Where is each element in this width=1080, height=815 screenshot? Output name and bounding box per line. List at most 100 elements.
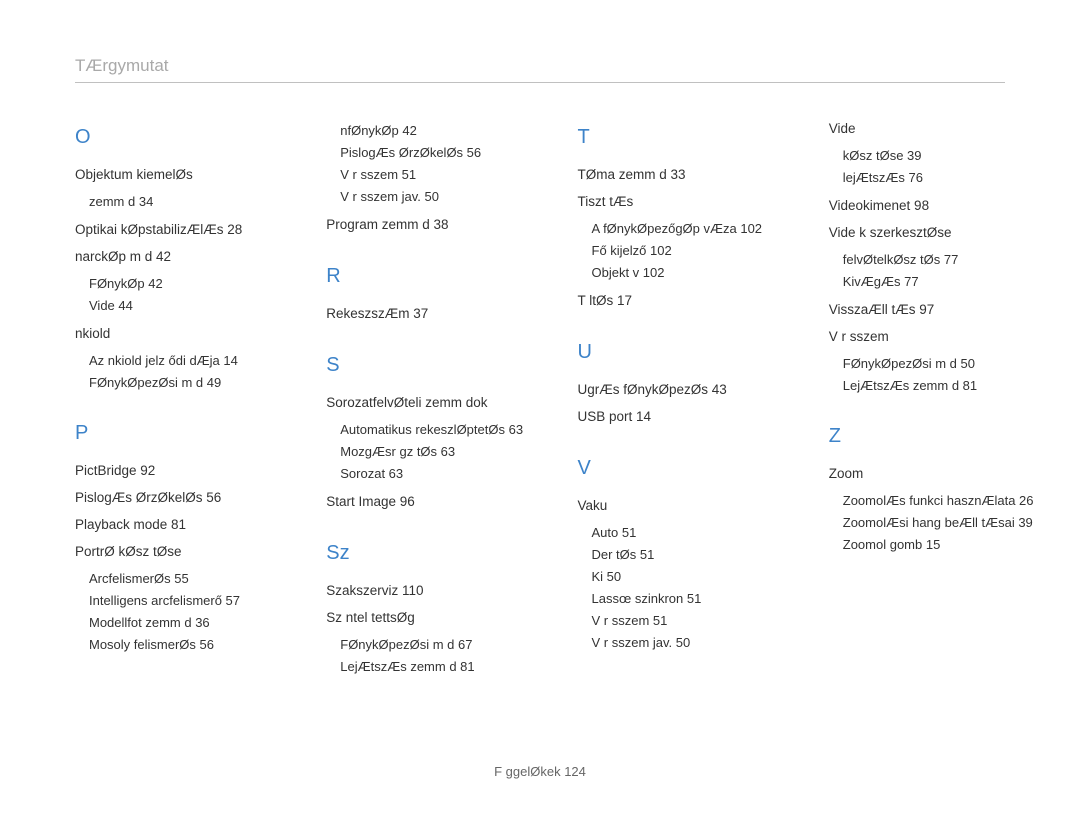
sub-item: Az nkiold jelz ődi dÆja 14 (89, 350, 286, 372)
index-column: nfØnykØp 42PislogÆs ØrzØkelØs 56V r ssze… (326, 110, 537, 684)
sub-item: nfØnykØp 42 (340, 120, 537, 142)
sub-list: Az nkiold jelz ődi dÆja 14FØnykØpezØsi m… (75, 350, 286, 394)
index-entry: Szakszerviz 110 (326, 580, 537, 603)
section-letter: Sz (326, 536, 537, 570)
entry-title: T ltØs 17 (578, 293, 633, 308)
section-letter: U (578, 335, 789, 369)
entry-title: Szakszerviz 110 (326, 583, 423, 598)
sub-item: Objekt v 102 (592, 262, 789, 284)
entry-title: Videokimenet 98 (829, 198, 929, 213)
entry-title: TØma zemm d 33 (578, 167, 686, 182)
entry-title: Objektum kiemelØs (75, 167, 193, 182)
sub-item: PislogÆs ØrzØkelØs 56 (340, 142, 537, 164)
index-entry: Vide k szerkesztØse (829, 222, 1040, 245)
sub-item: V r sszem 51 (340, 164, 537, 186)
entry-title: Vide k szerkesztØse (829, 225, 952, 240)
sub-list: nfØnykØp 42PislogÆs ØrzØkelØs 56V r ssze… (326, 120, 537, 208)
index-entry: Vaku (578, 495, 789, 518)
index-column: O Objektum kiemelØs zemm d 34 Optikai kØpst… (75, 110, 286, 684)
entry-title: Zoom (829, 466, 864, 481)
entry-title: narckØp m d 42 (75, 249, 171, 264)
page-footer: F ggelØkek 124 (0, 764, 1080, 779)
index-column: Vide kØsz tØse 39lejÆtszÆs 76 Videokimenet… (829, 110, 1040, 684)
entry-title: USB port 14 (578, 409, 652, 424)
sub-item: kØsz tØse 39 (843, 145, 1040, 167)
section-letter: V (578, 451, 789, 485)
index-entry: Objektum kiemelØs (75, 164, 286, 187)
section-letter: T (578, 120, 789, 154)
index-entry: TØma zemm d 33 (578, 164, 789, 187)
sub-item: FØnykØp 42 (89, 273, 286, 295)
sub-item: Modellfot zemm d 36 (89, 612, 286, 634)
index-entry: PislogÆs ØrzØkelØs 56 (75, 487, 286, 510)
index-entry: VisszaÆll tÆs 97 (829, 299, 1040, 322)
sub-item: Mosoly felismerØs 56 (89, 634, 286, 656)
index-entry: Sz ntel tettsØg (326, 607, 537, 630)
sub-item: lejÆtszÆs 76 (843, 167, 1040, 189)
sub-list: ArcfelismerØs 55Intelligens arcfelismerő… (75, 568, 286, 656)
index-entry: Program zemm d 38 (326, 214, 537, 237)
sub-list: FØnykØpezØsi m d 67LejÆtszÆs zemm d 81 (326, 634, 537, 678)
index-entry: Videokimenet 98 (829, 195, 1040, 218)
entry-title: PortrØ kØsz tØse (75, 544, 182, 559)
index-entry: RekeszszÆm 37 (326, 303, 537, 326)
sub-item: zemm d 34 (89, 191, 286, 213)
sub-item: FØnykØpezØsi m d 50 (843, 353, 1040, 375)
sub-item: ZoomolÆs funkci hasznÆlata 26 (843, 490, 1040, 512)
sub-item: ZoomolÆsi hang beÆll tÆsai 39 (843, 512, 1040, 534)
sub-list: FØnykØp 42Vide 44 (75, 273, 286, 317)
sub-item: Der tØs 51 (592, 544, 789, 566)
index-entry: narckØp m d 42 (75, 246, 286, 269)
sub-item: Zoomol gomb 15 (843, 534, 1040, 556)
index-entry: Zoom (829, 463, 1040, 486)
page-header: TÆrgymutat (75, 56, 1005, 83)
sub-item: Automatikus rekeszlØptetØs 63 (340, 419, 537, 441)
entry-title: RekeszszÆm 37 (326, 306, 428, 321)
entry-title: VisszaÆll tÆs 97 (829, 302, 935, 317)
entry-title: UgrÆs fØnykØpezØs 43 (578, 382, 727, 397)
index-entry: Vide (829, 118, 1040, 141)
entry-title: Sz ntel tettsØg (326, 610, 415, 625)
entry-title: PislogÆs ØrzØkelØs 56 (75, 490, 221, 505)
entry-title: Vide (829, 121, 856, 136)
sub-item: felvØtelkØsz tØs 77 (843, 249, 1040, 271)
sub-item: Lassœ szinkron 51 (592, 588, 789, 610)
sub-list: kØsz tØse 39lejÆtszÆs 76 (829, 145, 1040, 189)
sub-item: Sorozat 63 (340, 463, 537, 485)
section-letter: S (326, 348, 537, 382)
sub-item: LejÆtszÆs zemm d 81 (340, 656, 537, 678)
index-entry: Playback mode 81 (75, 514, 286, 537)
sub-item: ArcfelismerØs 55 (89, 568, 286, 590)
entry-title: Optikai kØpstabilizÆlÆs 28 (75, 222, 242, 237)
index-column: T TØma zemm d 33 Tiszt tÆs A fØnykØpezőgØp … (578, 110, 789, 684)
sub-item: Ki 50 (592, 566, 789, 588)
entry-title: PictBridge 92 (75, 463, 155, 478)
sub-item: Intelligens arcfelismerő 57 (89, 590, 286, 612)
entry-title: nkiold (75, 326, 110, 341)
sub-list: Automatikus rekeszlØptetØs 63MozgÆsr gz … (326, 419, 537, 485)
entry-title: Tiszt tÆs (578, 194, 634, 209)
entry-title: Start Image 96 (326, 494, 415, 509)
index-columns: O Objektum kiemelØs zemm d 34 Optikai kØpst… (75, 110, 1040, 684)
sub-item: LejÆtszÆs zemm d 81 (843, 375, 1040, 397)
index-entry: UgrÆs fØnykØpezØs 43 (578, 379, 789, 402)
section-letter: P (75, 416, 286, 450)
sub-list: ZoomolÆs funkci hasznÆlata 26ZoomolÆsi h… (829, 490, 1040, 556)
page-title: TÆrgymutat (75, 56, 1005, 76)
index-entry: PortrØ kØsz tØse (75, 541, 286, 564)
entry-title: SorozatfelvØteli zemm dok (326, 395, 487, 410)
index-entry: SorozatfelvØteli zemm dok (326, 392, 537, 415)
sub-item: MozgÆsr gz tØs 63 (340, 441, 537, 463)
index-entry: USB port 14 (578, 406, 789, 429)
sub-item: V r sszem jav. 50 (340, 186, 537, 208)
sub-list: A fØnykØpezőgØp vÆza 102Fő kijelző 102Ob… (578, 218, 789, 284)
entry-title: Vaku (578, 498, 608, 513)
index-entry: PictBridge 92 (75, 460, 286, 483)
sub-item: Fő kijelző 102 (592, 240, 789, 262)
sub-item: Auto 51 (592, 522, 789, 544)
sub-list: Auto 51Der tØs 51Ki 50Lassœ szinkron 51V… (578, 522, 789, 655)
section-letter: O (75, 120, 286, 154)
entry-title: V r sszem (829, 329, 889, 344)
section-letter: Z (829, 419, 1040, 453)
index-entry: Start Image 96 (326, 491, 537, 514)
